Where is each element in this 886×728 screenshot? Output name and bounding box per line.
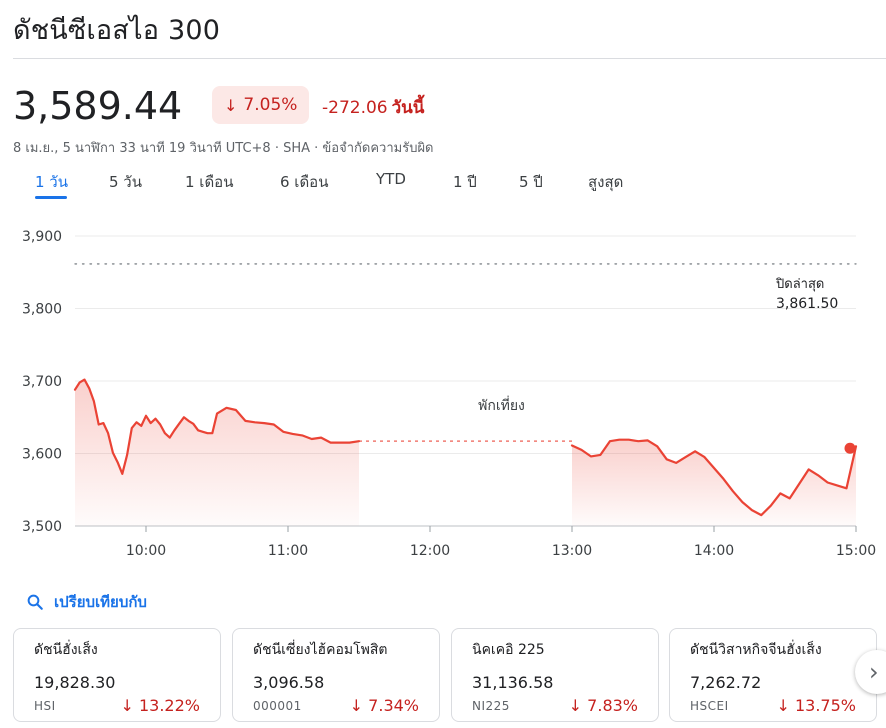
index-card-symbol: 000001 xyxy=(253,698,302,713)
tab-6-months[interactable]: 6 เดือน xyxy=(280,173,329,191)
morning-series-line xyxy=(73,378,361,475)
header-divider xyxy=(13,58,886,59)
tab-1-year[interactable]: 1 ปี xyxy=(453,173,477,191)
tab-1-month[interactable]: 1 เดือน xyxy=(185,173,234,191)
absolute-change-value: -272.06 xyxy=(322,98,388,118)
quote-meta: 8 เม.ย., 5 นาฬิกา 33 นาที 19 วินาที UTC+… xyxy=(13,141,434,156)
chevron-right-icon: › xyxy=(869,658,879,686)
previous-close-label: ปิดล่าสุด xyxy=(775,277,824,292)
index-card-change: ↓ 13.22% xyxy=(120,696,200,715)
related-indices: ดัชนีฮั่งเส็ง 19,828.30 HSI ↓ 13.22% ดัช… xyxy=(13,628,886,724)
compare-label: เปรียบเทียบกับ xyxy=(54,593,147,611)
index-card-name: นิคเคอิ 225 xyxy=(472,642,545,658)
index-card-symbol: NI225 xyxy=(472,698,510,713)
active-tab-indicator xyxy=(35,196,67,199)
y-tick-label: 3,600 xyxy=(22,447,62,463)
x-tick-label: 10:00 xyxy=(126,543,166,559)
next-cards-button[interactable]: › xyxy=(855,650,886,694)
index-card-ni225[interactable]: นิคเคอิ 225 31,136.58 NI225 ↓ 7.83% xyxy=(451,628,659,722)
tab-max[interactable]: สูงสุด xyxy=(588,173,624,191)
index-card-change: ↓ 7.83% xyxy=(569,696,638,715)
arrow-down-icon: ↓ xyxy=(349,696,369,715)
index-card-hsi[interactable]: ดัชนีฮั่งเส็ง 19,828.30 HSI ↓ 13.22% xyxy=(13,628,221,722)
arrow-down-icon: ↓ xyxy=(568,696,588,715)
index-card-change-value: 13.75% xyxy=(794,696,856,715)
price-chart[interactable]: 3,900 3,800 3,700 3,600 3,500 10:00 11:00 12:00… xyxy=(0,215,886,575)
tab-5-years[interactable]: 5 ปี xyxy=(519,173,543,191)
index-card-change-value: 7.34% xyxy=(368,696,419,715)
index-card-hscei[interactable]: ดัชนีวิสาหกิจจีนฮั่งเส็ง 7,262.72 HSCEI … xyxy=(669,628,877,722)
x-tick-label: 13:00 xyxy=(552,543,592,559)
lunch-break-label: พักเที่ยง xyxy=(478,396,525,414)
index-card-symbol: HSCEI xyxy=(690,698,729,713)
index-card-name: ดัชนีวิสาหกิจจีนฮั่งเส็ง xyxy=(690,642,822,658)
arrow-down-icon: ↓ xyxy=(224,95,238,115)
index-card-change-value: 7.83% xyxy=(587,696,638,715)
index-card-price: 7,262.72 xyxy=(690,673,762,692)
x-tick-label: 14:00 xyxy=(694,543,734,559)
index-card-change: ↓ 13.75% xyxy=(776,696,856,715)
tab-1-day[interactable]: 1 วัน xyxy=(35,173,68,191)
percent-change-value: 7.05% xyxy=(243,95,298,115)
previous-close-value: 3,861.50 xyxy=(776,296,838,312)
arrow-down-icon: ↓ xyxy=(120,696,139,715)
y-tick-label: 3,800 xyxy=(22,302,62,318)
x-tick-label: 11:00 xyxy=(268,543,308,559)
last-price-dot xyxy=(844,442,856,454)
afternoon-series-area xyxy=(572,439,856,526)
index-card-000001[interactable]: ดัชนีเซี่ยงไฮ้คอมโพสิต 3,096.58 000001 ↓… xyxy=(232,628,440,722)
compare-with-button[interactable]: เปรียบเทียบกับ xyxy=(26,590,147,614)
price-chart-svg[interactable]: 3,900 3,800 3,700 3,600 3,500 10:00 11:00 12:00… xyxy=(0,215,886,575)
afternoon-series-line xyxy=(570,438,858,517)
y-tick-label: 3,700 xyxy=(22,374,62,390)
page-title: ดัชนีซีเอสไอ 300 xyxy=(13,15,221,46)
index-card-name: ดัชนีเซี่ยงไฮ้คอมโพสิต xyxy=(253,642,388,658)
tab-ytd[interactable]: YTD xyxy=(376,170,406,188)
x-tick-label: 15:00 xyxy=(836,543,876,559)
index-card-price: 31,136.58 xyxy=(472,673,554,692)
index-card-symbol: HSI xyxy=(34,698,56,713)
y-tick-label: 3,900 xyxy=(22,229,62,245)
morning-series-area xyxy=(75,379,359,526)
x-tick-label: 12:00 xyxy=(410,543,450,559)
current-price: 3,589.44 xyxy=(13,84,183,128)
index-card-change-value: 13.22% xyxy=(138,696,200,715)
absolute-change: -272.06 วันนี้ xyxy=(322,94,424,121)
index-card-price: 19,828.30 xyxy=(34,673,116,692)
index-card-name: ดัชนีฮั่งเส็ง xyxy=(34,642,98,658)
y-tick-label: 3,500 xyxy=(22,519,62,535)
percent-change-badge: ↓ 7.05% xyxy=(212,86,310,124)
arrow-down-icon: ↓ xyxy=(776,696,795,715)
index-card-price: 3,096.58 xyxy=(253,673,325,692)
today-label: วันนี้ xyxy=(391,98,425,118)
tab-5-days[interactable]: 5 วัน xyxy=(109,173,142,191)
search-icon xyxy=(27,594,43,610)
index-card-change: ↓ 7.34% xyxy=(350,696,419,715)
